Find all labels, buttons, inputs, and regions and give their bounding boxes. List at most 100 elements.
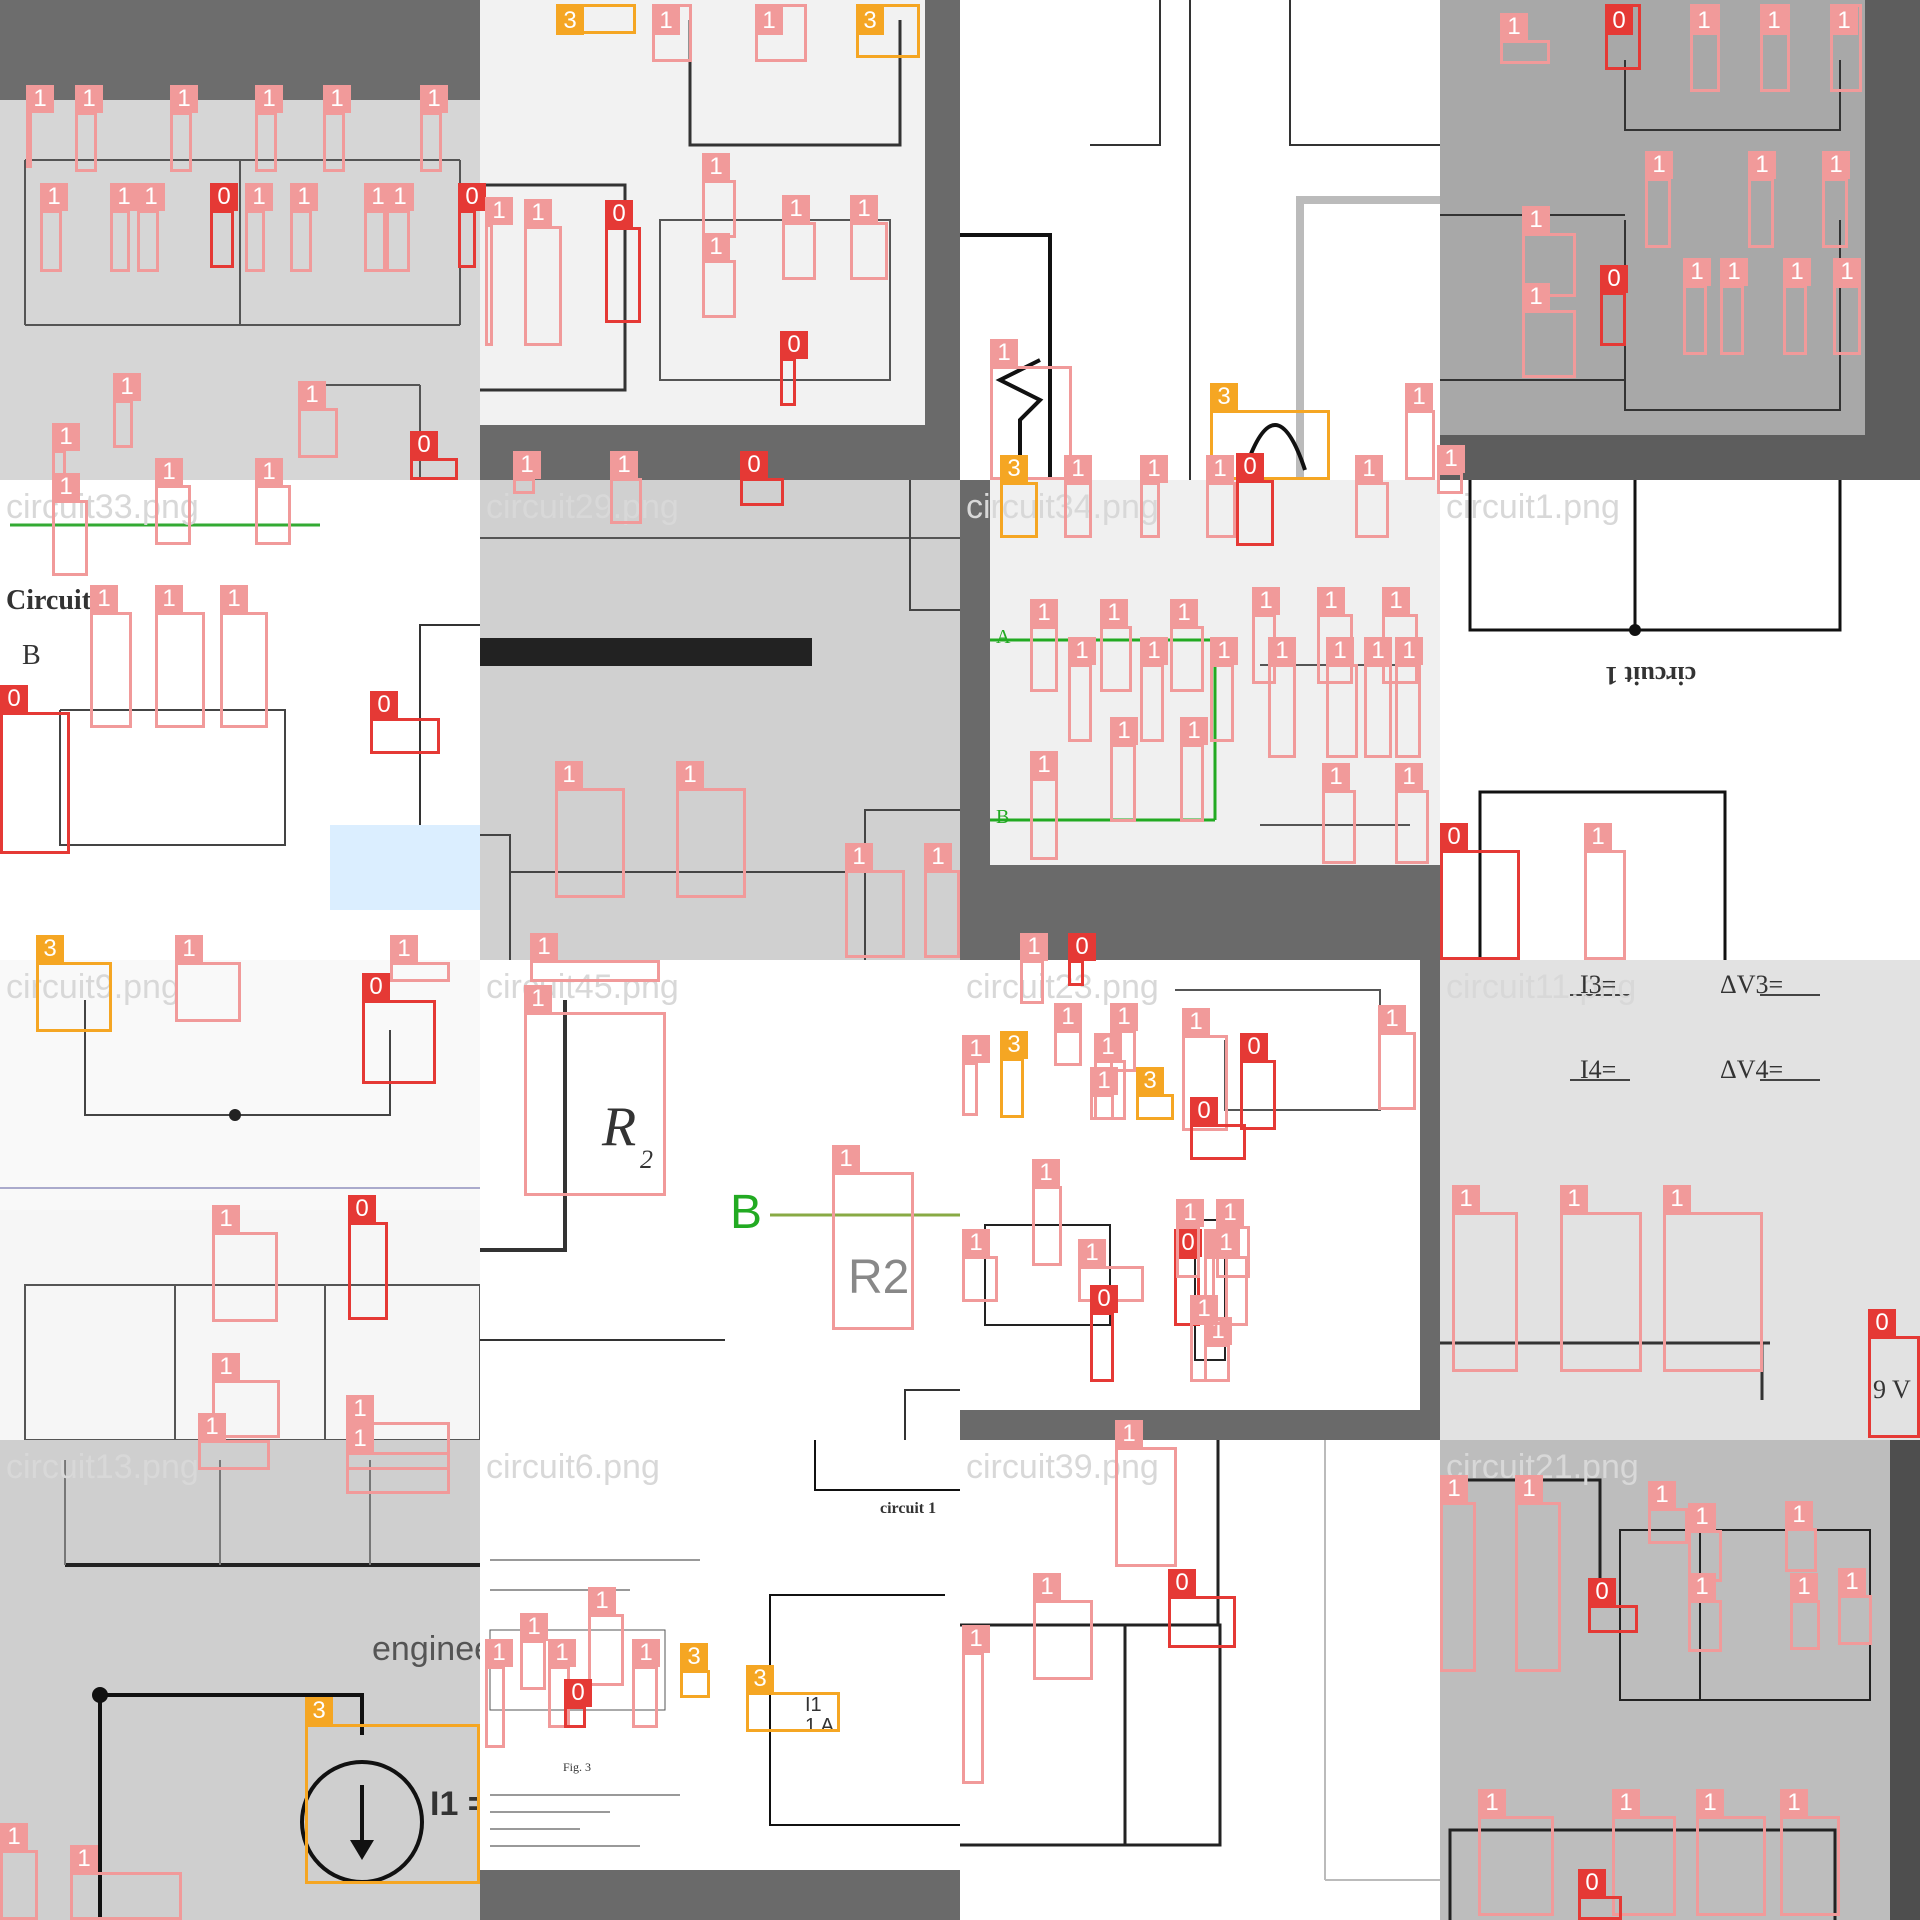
- detection-class-tag: 0: [1868, 1309, 1896, 1337]
- detection-class-tag: 0: [1578, 1869, 1606, 1897]
- detection-class-tag: 1: [113, 373, 141, 401]
- detection-class-tag: 1: [524, 199, 552, 227]
- detection-class-tag: 0: [1605, 7, 1633, 35]
- detection-class-tag: 1: [850, 195, 878, 223]
- detection-box-class-0: 0: [1068, 933, 1096, 986]
- r2-italic-label: R: [602, 1096, 637, 1158]
- detection-box-class-1: 1: [1032, 1159, 1062, 1266]
- detection-box-class-1: 1: [1560, 1185, 1642, 1372]
- detection-box-class-1: 1: [290, 183, 318, 272]
- detection-class-tag: 1: [155, 585, 183, 613]
- detection-class-tag: 1: [1522, 283, 1550, 311]
- tile-circuit-zoom: [960, 0, 1440, 480]
- detection-box-class-1: 1: [520, 1613, 548, 1690]
- detection-class-tag: 1: [40, 183, 68, 211]
- i4-label: I4=: [1580, 1055, 1617, 1084]
- detection-class-tag: 1: [170, 85, 198, 113]
- detection-class-tag: 3: [1000, 455, 1028, 483]
- detection-class-tag: 1: [1790, 1573, 1818, 1601]
- detection-box-class-3: 3: [1136, 1067, 1174, 1120]
- detection-class-tag: 1: [1612, 1789, 1640, 1817]
- circuit-subtitle: B: [22, 640, 41, 671]
- detection-box-class-1: 1: [1822, 151, 1850, 248]
- detection-class-tag: 3: [36, 935, 64, 963]
- detection-box-class-1: 1: [1515, 1475, 1561, 1672]
- detection-box-class-1: 1: [1522, 283, 1576, 378]
- detection-box-class-1: 1: [832, 1145, 914, 1330]
- detection-box-class-1: 1: [1437, 445, 1465, 494]
- detection-class-tag: 1: [782, 195, 810, 223]
- detection-box-class-3: 3: [1000, 1031, 1028, 1118]
- detection-box-class-1: 1: [1030, 751, 1058, 860]
- detection-class-tag: 1: [1440, 1475, 1468, 1503]
- detection-class-tag: 1: [702, 233, 730, 261]
- detection-box-class-0: 0: [1190, 1097, 1246, 1160]
- detection-class-tag: 0: [564, 1679, 592, 1707]
- detection-box-class-1: 1: [26, 85, 54, 168]
- detection-box-class-1: 1: [588, 1587, 624, 1686]
- detection-box-class-1: 1: [676, 761, 746, 898]
- detection-box-class-0: 0: [1240, 1033, 1276, 1130]
- detection-class-tag: 0: [1588, 1578, 1616, 1606]
- detection-class-tag: 1: [1663, 1185, 1691, 1213]
- detection-box-class-0: 0: [1600, 265, 1628, 346]
- detection-box-class-3: 3: [1210, 383, 1330, 480]
- detection-class-tag: 0: [1440, 823, 1468, 851]
- detection-box-class-0: 0: [564, 1679, 592, 1728]
- detection-class-tag: 1: [390, 935, 418, 963]
- detection-class-tag: 1: [1783, 258, 1811, 286]
- detection-class-tag: 1: [1382, 587, 1410, 615]
- detection-class-tag: 0: [370, 691, 398, 719]
- detection-box-class-1: 1: [962, 1229, 998, 1302]
- detection-class-tag: 1: [1140, 637, 1168, 665]
- detection-box-class-3: 3: [556, 4, 636, 35]
- detection-class-tag: 1: [652, 7, 680, 35]
- detection-class-tag: 1: [420, 85, 448, 113]
- detection-class-tag: 1: [1176, 1199, 1204, 1227]
- detection-class-tag: 1: [1100, 599, 1128, 627]
- detection-class-tag: 1: [290, 183, 318, 211]
- detection-box-class-1: 1: [1068, 637, 1096, 742]
- detection-class-tag: 1: [26, 85, 54, 113]
- circuit-drawing: [0, 0, 480, 480]
- detection-box-class-1: 1: [75, 85, 103, 172]
- detection-class-tag: 0: [605, 200, 633, 228]
- detection-class-tag: 1: [1326, 637, 1354, 665]
- detection-box-class-1: 1: [220, 585, 268, 728]
- detection-class-tag: 0: [1600, 265, 1628, 293]
- detection-box-class-1: 1: [850, 195, 888, 280]
- circuit-drawing: [480, 480, 960, 960]
- detection-class-tag: 1: [255, 85, 283, 113]
- detection-box-class-1: 1: [1440, 1475, 1476, 1672]
- detection-box-class-1: 1: [1648, 1481, 1688, 1544]
- detection-class-tag: 1: [1648, 1481, 1676, 1509]
- circuit-drawing: [1440, 0, 1920, 480]
- detection-class-tag: 1: [1078, 1239, 1106, 1267]
- detection-class-tag: 1: [520, 1613, 548, 1641]
- detection-class-tag: 1: [1064, 455, 1092, 483]
- detection-box-class-1: 1: [110, 183, 138, 272]
- detection-box-class-1: 1: [298, 381, 338, 458]
- detection-box-class-0: 0: [1090, 1285, 1118, 1382]
- detection-box-class-1: 1: [962, 1035, 990, 1116]
- detection-box-class-0: 0: [1605, 4, 1641, 70]
- detection-box-class-1: 1: [990, 339, 1072, 480]
- detection-box-class-1: 1: [255, 85, 283, 172]
- detection-box-class-1: 1: [1395, 637, 1423, 758]
- detection-class-tag: 1: [175, 935, 203, 963]
- detection-class-tag: 1: [1110, 1003, 1138, 1031]
- detection-box-class-1: 1: [1020, 933, 1048, 1004]
- detection-class-tag: 1: [1212, 1229, 1240, 1257]
- detection-box-class-1: 1: [175, 935, 241, 1022]
- detection-box-class-1: 1: [245, 183, 273, 272]
- detection-class-tag: 1: [632, 1639, 660, 1667]
- detection-box-class-1: 1: [702, 233, 736, 318]
- detection-box-class-1: 1: [198, 1413, 270, 1470]
- detection-class-tag: 1: [212, 1205, 240, 1233]
- detection-class-tag: 1: [555, 761, 583, 789]
- circuit-1-mirrored-label: circuit 1: [1605, 661, 1697, 690]
- detection-box-class-1: 1: [155, 458, 191, 545]
- detection-class-tag: 1: [1688, 1573, 1716, 1601]
- detection-class-tag: 1: [1364, 637, 1392, 665]
